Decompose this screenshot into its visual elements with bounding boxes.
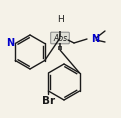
Text: Abs: Abs [53, 34, 67, 43]
Text: H: H [58, 15, 64, 24]
Text: Br: Br [42, 96, 55, 106]
FancyBboxPatch shape [51, 32, 69, 44]
Text: N: N [6, 38, 14, 48]
Text: N: N [91, 34, 99, 44]
